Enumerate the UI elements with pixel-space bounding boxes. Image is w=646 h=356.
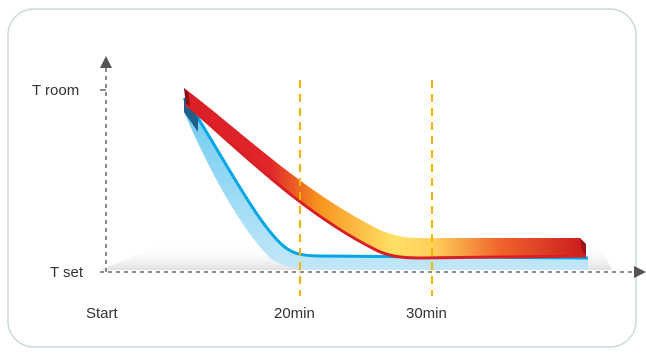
y-label-room: T room xyxy=(32,82,79,99)
warm-curve-edge xyxy=(184,88,190,106)
y-label-set: T set xyxy=(50,264,84,281)
x-label-20min: 20min xyxy=(274,305,315,322)
x-label-start: Start xyxy=(86,305,119,322)
warm-curve-bottom-edge xyxy=(185,102,587,260)
x-label-30min: 30min xyxy=(406,305,447,322)
diagram-frame xyxy=(7,8,637,348)
warm-curve-end xyxy=(580,238,586,256)
cool-curve-line xyxy=(182,97,589,260)
warm-curve-band xyxy=(184,88,586,258)
